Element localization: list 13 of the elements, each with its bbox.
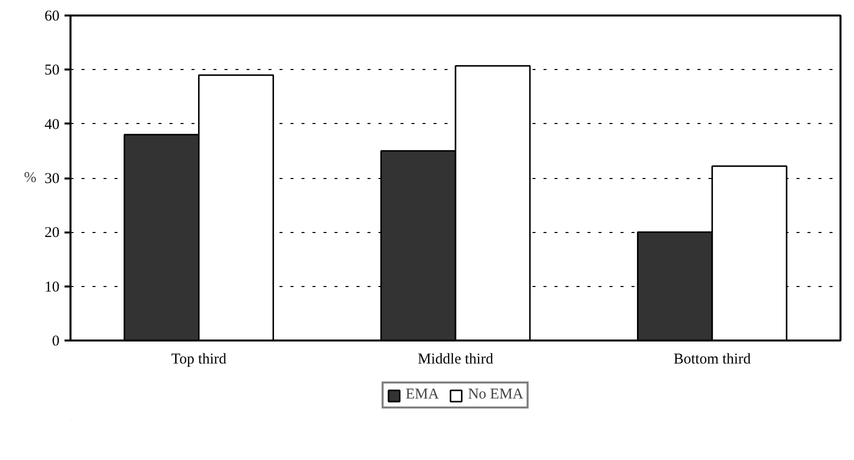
- legend-label: EMA: [406, 386, 439, 404]
- x-tick-label: Middle third: [418, 352, 494, 368]
- y-tick-label: 0: [52, 334, 60, 350]
- y-tick-label: 40: [44, 116, 60, 133]
- y-tick-label: 30: [44, 171, 60, 187]
- legend-label: No EMA: [468, 386, 524, 404]
- y-axis-title: %: [24, 170, 37, 186]
- y-tick-label: 60: [44, 8, 60, 24]
- y-tick-label: 50: [44, 62, 60, 79]
- x-tick-label: Top third: [171, 352, 227, 368]
- y-tick-label: 20: [44, 225, 60, 242]
- y-tick-label: 10: [44, 279, 60, 296]
- x-tick-label: Bottom third: [674, 352, 752, 368]
